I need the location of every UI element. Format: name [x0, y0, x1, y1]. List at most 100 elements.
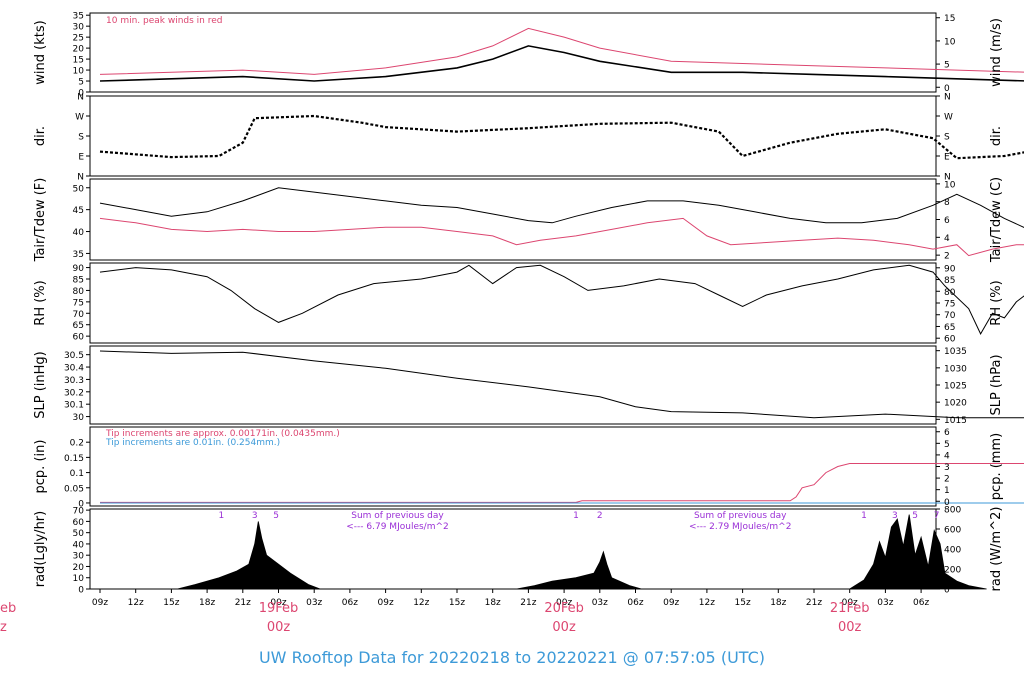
xtick-label: 06z — [342, 598, 358, 608]
ylabel: dir. — [33, 126, 48, 146]
ytick-label: 20 — [73, 563, 85, 573]
series-dir — [99, 114, 1024, 160]
hour-mark: 5 — [912, 511, 918, 521]
day-sub-label: 00z — [838, 620, 862, 635]
y2tick-label: W — [944, 113, 953, 123]
ytick-label: N — [77, 173, 84, 183]
series-wind — [99, 45, 1024, 82]
chart-title: UW Rooftop Data for 20220218 to 20220221… — [258, 648, 766, 667]
y2tick-label: 2 — [944, 252, 950, 262]
sum-label: Sum of previous day — [351, 511, 444, 521]
xtick-label: 00z — [556, 598, 572, 608]
y2tick-label: 10 — [944, 180, 956, 190]
day-sub-label: 00z — [552, 620, 576, 635]
y2tick-label: 4 — [944, 234, 950, 244]
ytick-label: 0.2 — [70, 439, 84, 449]
series-RH — [99, 264, 1024, 335]
ytick-label: N — [77, 93, 84, 103]
y2tick-label: 400 — [944, 546, 961, 556]
ytick-label: 40 — [73, 228, 85, 238]
y2tick-label: 60 — [944, 335, 956, 345]
series-Tdew — [99, 217, 1024, 257]
ytick-label: 0.05 — [64, 484, 84, 494]
xtick-label: 00z — [270, 598, 286, 608]
panel-frame — [89, 262, 937, 344]
ytick-label: S — [78, 133, 84, 143]
ytick-label: 25 — [73, 34, 84, 44]
y2tick-label: 1 — [944, 486, 950, 496]
y2tick-label: 1015 — [944, 416, 967, 426]
ytick-label: E — [78, 153, 84, 163]
ytick-label: 0.15 — [64, 454, 84, 464]
xtick-label: 21z — [235, 598, 251, 608]
xtick-label: 12z — [128, 598, 144, 608]
panel-pcp — [86, 426, 1024, 507]
sum-label: Sum of previous day — [694, 511, 787, 521]
y2tick-label: 0 — [944, 586, 950, 596]
ytick-label: 50 — [73, 529, 85, 539]
panel-frame — [89, 95, 937, 177]
ytick-label: 30.5 — [64, 351, 84, 361]
panel-temp — [86, 178, 1024, 261]
y2tick-label: S — [944, 133, 950, 143]
hour-mark: 7 — [934, 511, 940, 521]
y2label: dir. — [989, 126, 1004, 146]
panel-rad — [86, 508, 987, 590]
panel-wind — [86, 12, 1024, 93]
panel-frame — [89, 12, 937, 93]
y2tick-label: 80 — [944, 288, 956, 298]
panel-rh — [86, 262, 1024, 344]
ytick-label: 0 — [78, 89, 84, 99]
y2tick-label: 5 — [944, 440, 950, 450]
y2tick-label: 200 — [944, 566, 961, 576]
y2tick-label: 8 — [944, 198, 950, 208]
ytick-label: 75 — [73, 298, 84, 308]
series-peak — [99, 27, 1024, 75]
ytick-label: 45 — [73, 206, 84, 216]
panel-frame — [89, 508, 937, 590]
ytick-label: 15 — [73, 56, 84, 66]
ytick-label: 60 — [73, 518, 85, 528]
y2tick-label: 0 — [944, 84, 950, 94]
y2label: SLP (hPa) — [989, 354, 1004, 415]
ytick-label: 30 — [73, 552, 85, 562]
xtick-label: 15z — [449, 598, 465, 608]
panel-note: Tip increments are 0.01in. (0.254mm.) — [105, 438, 280, 448]
hour-mark: 5 — [273, 511, 279, 521]
ytick-label: 70 — [73, 310, 85, 320]
day-label: 19Feb — [259, 601, 299, 616]
ytick-label: 0.1 — [70, 469, 84, 479]
xtick-label: 12z — [699, 598, 715, 608]
ylabel: pcp. (in) — [33, 440, 48, 494]
y2tick-label: 1025 — [944, 382, 967, 392]
xtick-label: 00z — [842, 598, 858, 608]
ytick-label: 35 — [73, 12, 84, 22]
xtick-label: 03z — [592, 598, 608, 608]
y2tick-label: 2 — [944, 475, 950, 485]
y2tick-label: E — [944, 153, 950, 163]
xtick-label: 18z — [199, 598, 215, 608]
y2tick-label: 0 — [944, 498, 950, 508]
y2label: wind (m/s) — [989, 18, 1004, 87]
hour-mark: 1 — [573, 511, 579, 521]
ytick-label: 65 — [73, 321, 84, 331]
y2tick-label: N — [944, 173, 951, 183]
y2tick-label: 800 — [944, 506, 961, 516]
y2tick-label: 75 — [944, 300, 955, 310]
xtick-label: 09z — [92, 598, 108, 608]
ylabel: SLP (inHg) — [33, 351, 48, 419]
day-label: 20Feb — [544, 601, 584, 616]
day-sub-label: 00z — [267, 620, 291, 635]
y2tick-label: 600 — [944, 526, 961, 536]
hour-mark: 1 — [219, 511, 225, 521]
y2tick-label: 1030 — [944, 364, 967, 374]
ytick-label: W — [75, 113, 84, 123]
xtick-label: 09z — [378, 598, 394, 608]
xtick-label: 06z — [627, 598, 643, 608]
ylabel: wind (kts) — [33, 20, 48, 84]
ytick-label: 70 — [73, 507, 85, 517]
ytick-label: 90 — [73, 264, 85, 274]
hour-mark: 2 — [597, 511, 603, 521]
y2tick-label: 10 — [944, 37, 956, 47]
panel-note: Tip increments are approx. 0.00171in. (0… — [105, 429, 340, 439]
